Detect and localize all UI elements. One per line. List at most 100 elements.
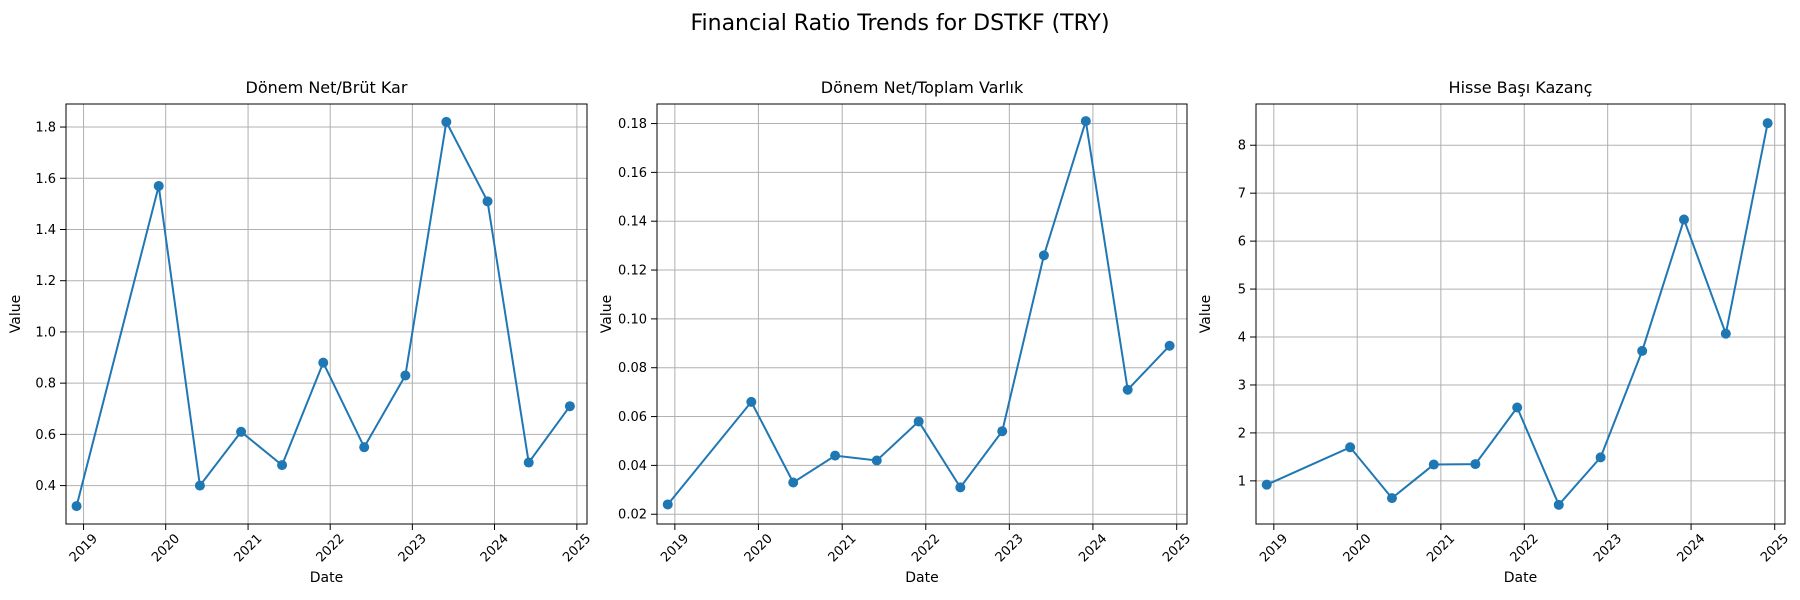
data-point <box>1261 479 1272 490</box>
y-tick-label: 0.18 <box>618 117 647 132</box>
data-point <box>153 180 164 191</box>
x-tick-label: 2023 <box>993 531 1027 565</box>
chart-panel-3: 2019 2020 2021 2022 2023 2024 2025 1 2 3 4 5 6 7 8 Hiss… <box>1198 78 1792 586</box>
data-point <box>830 450 841 461</box>
plot-frame <box>65 103 588 525</box>
x-tick-label: 2025 <box>560 531 594 565</box>
data-point <box>1122 384 1133 395</box>
y-tick-label: 1.6 <box>35 172 56 187</box>
y-axis-label: Value <box>599 295 615 333</box>
data-point <box>913 416 924 427</box>
x-tick-label: 2023 <box>1591 531 1625 565</box>
data-point <box>955 482 966 493</box>
data-point <box>997 426 1008 437</box>
x-tick-label: 2024 <box>1076 531 1110 565</box>
data-point <box>236 426 247 437</box>
data-point <box>1762 118 1773 129</box>
y-tick-label: 4 <box>1238 331 1246 346</box>
x-tick-label: 2025 <box>1160 531 1194 565</box>
chart-title: Hisse Başı Kazanç <box>1449 78 1593 97</box>
data-point <box>1345 442 1356 453</box>
data-point <box>482 196 493 207</box>
y-tick-label: 0.8 <box>35 377 56 392</box>
figure-title: Financial Ratio Trends for DSTKF (TRY) <box>690 11 1109 36</box>
y-tick-label: 1.2 <box>35 274 56 289</box>
data-point <box>1678 214 1689 225</box>
y-tick-label: 8 <box>1238 139 1246 154</box>
data-point <box>71 501 82 512</box>
data-point <box>523 457 534 468</box>
y-tick-label: 2 <box>1238 426 1246 441</box>
y-tick-label: 1.0 <box>35 325 56 340</box>
x-tick-label: 2022 <box>1508 531 1542 565</box>
data-point <box>564 401 575 412</box>
y-tick-label: 0.12 <box>618 264 647 279</box>
y-tick-label: 0.10 <box>618 312 647 327</box>
data-point <box>1637 345 1648 356</box>
data-point <box>441 116 452 127</box>
data-point <box>1080 116 1091 127</box>
y-tick-label: 5 <box>1238 283 1246 298</box>
x-tick-label: 2025 <box>1758 531 1792 565</box>
data-point <box>1428 459 1439 470</box>
y-tick-label: 0.4 <box>35 479 56 494</box>
y-tick-label: 1 <box>1238 474 1246 489</box>
x-tick-label: 2021 <box>826 531 860 565</box>
x-tick-label: 2020 <box>1341 531 1375 565</box>
data-point <box>1038 250 1049 261</box>
chart-title: Dönem Net/Brüt Kar <box>246 78 408 97</box>
chart-panel-1: 2019 2020 2021 2022 2023 2024 2025 0.4 0.6 0.8 1.0… <box>8 78 594 586</box>
x-tick-label: 2022 <box>909 531 943 565</box>
y-tick-label: 0.06 <box>618 410 647 425</box>
y-axis-label: Value <box>1198 295 1214 333</box>
chart-title: Dönem Net/Toplam Varlık <box>821 78 1024 97</box>
data-point <box>788 477 799 488</box>
x-axis-label: Date <box>310 570 343 586</box>
data-point <box>194 480 205 491</box>
y-tick-label: 0.16 <box>618 166 647 181</box>
data-point <box>1470 459 1481 470</box>
x-tick-label: 2019 <box>67 531 101 565</box>
x-axis-label: Date <box>905 570 938 586</box>
data-point <box>318 357 329 368</box>
y-tick-label: 0.02 <box>618 508 647 523</box>
series-line <box>666 120 1171 506</box>
series-line <box>1266 122 1769 507</box>
y-tick-label: 1.4 <box>35 223 56 238</box>
y-tick-label: 0.08 <box>618 361 647 376</box>
x-tick-label: 2019 <box>1257 531 1291 565</box>
series-line <box>75 118 571 507</box>
data-point <box>1595 452 1606 463</box>
y-tick-label: 7 <box>1238 187 1246 202</box>
chart-panel-2: 2019 2020 2021 2022 2023 2024 2025 0.02 0.04 0.06… <box>599 78 1194 586</box>
data-point <box>871 455 882 466</box>
y-tick-label: 3 <box>1238 378 1246 393</box>
x-tick-label: 2023 <box>396 531 430 565</box>
data-point <box>400 370 411 381</box>
y-tick-label: 0.6 <box>35 428 56 443</box>
y-tick-label: 6 <box>1238 235 1246 250</box>
data-point <box>1553 499 1564 510</box>
x-tick-label: 2020 <box>149 531 183 565</box>
data-point <box>1386 493 1397 504</box>
data-point <box>277 460 288 471</box>
data-point <box>1512 402 1523 413</box>
data-point <box>1164 340 1175 351</box>
data-point <box>1720 328 1731 339</box>
x-tick-label: 2021 <box>231 531 265 565</box>
data-point <box>746 396 757 407</box>
x-tick-label: 2019 <box>658 531 692 565</box>
y-tick-label: 1.8 <box>35 121 56 136</box>
data-point <box>359 442 370 453</box>
y-tick-label: 0.04 <box>618 459 647 474</box>
x-tick-label: 2024 <box>1674 531 1708 565</box>
x-tick-label: 2021 <box>1424 531 1458 565</box>
x-tick-label: 2020 <box>742 531 776 565</box>
data-point <box>662 499 673 510</box>
y-axis-label: Value <box>8 295 24 333</box>
x-tick-label: 2024 <box>478 531 512 565</box>
x-axis-label: Date <box>1504 570 1537 586</box>
plot-frame <box>656 103 1188 525</box>
